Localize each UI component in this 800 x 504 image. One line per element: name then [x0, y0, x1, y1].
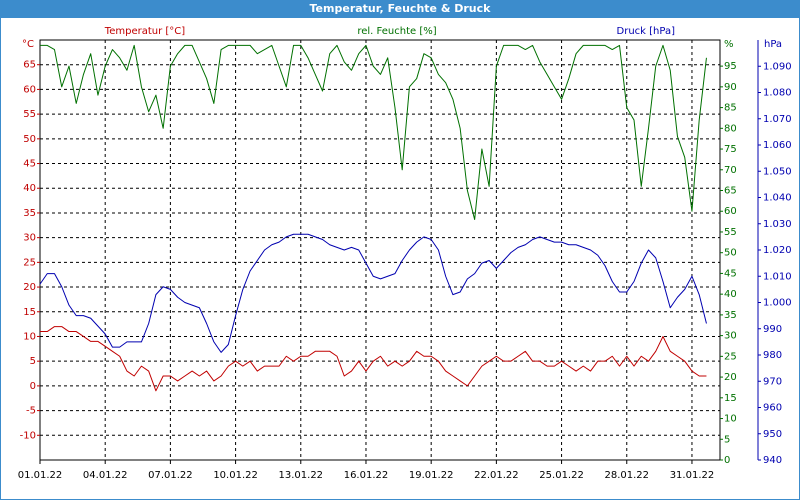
y3-tick-label: 950	[763, 429, 782, 440]
y2-tick-label: 35	[724, 310, 737, 321]
y3-tick-label: 970	[763, 376, 782, 387]
y-tick-label: 25	[23, 257, 36, 268]
y3-tick-label: 1.050	[763, 166, 792, 177]
y3-tick-label: 1.070	[763, 114, 792, 125]
y-tick-label: 55	[23, 109, 36, 120]
y-tick-label: 5	[30, 356, 36, 367]
y2-tick-label: 80	[724, 123, 737, 134]
title-bar	[0, 0, 800, 18]
y2-tick-label: 65	[724, 186, 737, 197]
y3-tick-label: 980	[763, 350, 782, 361]
y3-tick-label: 1.030	[763, 219, 792, 230]
y-tick-label: 0	[30, 381, 36, 392]
y2-tick-label: 15	[724, 393, 737, 404]
y2-tick-label: 90	[724, 82, 737, 93]
chart-title: Temperatur, Feuchte & Druck	[310, 2, 492, 15]
y2-tick-label: 60	[724, 206, 737, 217]
y3-tick-label: 1.060	[763, 140, 792, 151]
y-tick-label: 15	[23, 307, 36, 318]
y2-tick-label: 20	[724, 372, 737, 383]
y-unit: °C	[22, 39, 34, 50]
series-line	[40, 44, 707, 221]
plot-area	[39, 39, 721, 461]
y3-tick-label: 940	[763, 455, 782, 466]
y3-tick-label: 960	[763, 403, 782, 414]
y2-tick-label: 85	[724, 103, 737, 114]
y2-tick-label: 30	[724, 331, 737, 342]
y3-unit: hPa	[764, 39, 782, 50]
y-tick-label: 10	[23, 331, 36, 342]
y2-tick-label: 10	[724, 414, 737, 425]
y2-tick-label: 25	[724, 351, 737, 362]
y2-tick-label: 55	[724, 227, 737, 238]
y-tick-label: 35	[23, 208, 36, 219]
legend-entry: rel. Feuchte [%]	[357, 26, 436, 37]
y2-tick-label: 75	[724, 144, 737, 155]
y3-tick-label: 1.010	[763, 271, 792, 282]
y2-tick-label: 70	[724, 165, 737, 176]
y3-tick-label: 1.080	[763, 88, 792, 99]
y-tick-label: 45	[23, 159, 36, 170]
x-tick-label: 28.01.22	[604, 470, 649, 481]
y-tick-label: -5	[26, 406, 36, 417]
y2-tick-label: 50	[724, 248, 737, 259]
legend-entry: Temperatur [°C]	[104, 26, 185, 37]
y-tick-label: 50	[23, 134, 36, 145]
y-tick-label: 60	[23, 84, 36, 95]
y-tick-label: -10	[20, 430, 36, 441]
x-tick-label: 25.01.22	[539, 470, 584, 481]
x-tick-label: 16.01.22	[344, 470, 389, 481]
x-tick-label: 22.01.22	[474, 470, 519, 481]
series-line	[40, 326, 707, 392]
y3-tick-label: 1.020	[763, 245, 792, 256]
y2-tick-label: 95	[724, 61, 737, 72]
y3-tick-label: 1.090	[763, 61, 792, 72]
x-tick-label: 04.01.22	[83, 470, 128, 481]
y3-tick-label: 1.000	[763, 298, 792, 309]
x-tick-label: 19.01.22	[409, 470, 454, 481]
x-tick-label: 10.01.22	[213, 470, 258, 481]
y2-tick-label: 45	[724, 268, 737, 279]
x-tick-label: 07.01.22	[148, 470, 193, 481]
legend-entry: Druck [hPa]	[617, 26, 676, 37]
y-tick-label: 40	[23, 183, 36, 194]
x-tick-label: 01.01.22	[18, 470, 63, 481]
y2-unit: %	[724, 39, 734, 50]
y2-tick-label: 5	[724, 434, 730, 445]
y2-tick-label: 40	[724, 289, 737, 300]
y-tick-label: 30	[23, 233, 36, 244]
y3-tick-label: 1.040	[763, 193, 792, 204]
series-line	[39, 233, 707, 353]
x-tick-label: 13.01.22	[279, 470, 324, 481]
y-tick-label: 65	[23, 60, 36, 71]
y3-tick-label: 990	[763, 324, 782, 335]
y-tick-label: 20	[23, 282, 36, 293]
y2-tick-label: 0	[724, 455, 730, 466]
x-tick-label: 31.01.22	[670, 470, 715, 481]
